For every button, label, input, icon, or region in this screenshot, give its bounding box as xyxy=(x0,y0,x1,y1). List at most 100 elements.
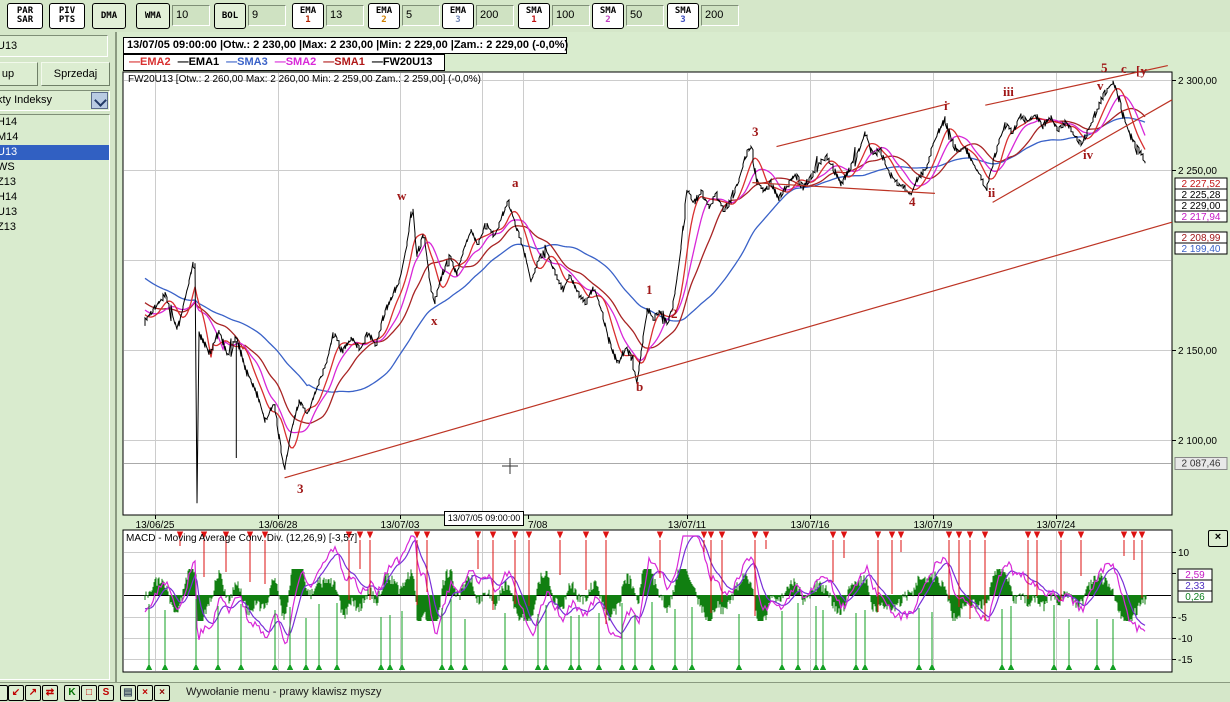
x-axis-tick: 13/07/24 xyxy=(1037,520,1076,531)
indicator-button-label: PTS xyxy=(58,15,76,25)
indicator-period-field[interactable]: 200 xyxy=(476,5,514,26)
ma-line xyxy=(144,107,1146,425)
macd-line xyxy=(144,535,1146,645)
indicator-button-sma1[interactable]: SMA 1 xyxy=(518,3,550,29)
macd-axis-tick: -10 xyxy=(1178,634,1193,645)
x-axis-tick: 13/07/03 xyxy=(381,520,420,531)
indicator-button-wma[interactable]: WMA xyxy=(136,3,170,29)
price-label-box xyxy=(1174,210,1228,223)
chevron-down-icon[interactable] xyxy=(91,92,108,109)
indicator-period-field[interactable]: 9 xyxy=(248,5,286,26)
instrument-list-item[interactable]: Z13 xyxy=(0,221,16,233)
indicator-button-ema2[interactable]: EMA 2 xyxy=(368,3,400,29)
wave-label: 4 xyxy=(909,194,916,209)
x-axis-tick: 13/07/19 xyxy=(914,520,953,531)
buy-signal-lines xyxy=(148,599,1114,664)
indicator-button-label: EMA xyxy=(375,6,393,16)
indicator-button-bol[interactable]: BOL xyxy=(214,3,246,29)
s-button[interactable]: S xyxy=(98,685,114,701)
trendline[interactable] xyxy=(985,65,1168,106)
close-button[interactable]: × xyxy=(154,685,170,701)
selection-box-button[interactable]: □ xyxy=(81,685,97,701)
macd-close-button[interactable]: × xyxy=(1208,530,1228,547)
instrument-list-item[interactable]: U13 xyxy=(0,145,109,160)
y-axis-tick: 2 300,00 xyxy=(1178,76,1217,87)
indicator-button-label: PAR xyxy=(16,6,34,16)
indicator-period-field[interactable]: 13 xyxy=(326,5,364,26)
indicator-index-label: 3 xyxy=(455,15,461,25)
macd-value-label: 2,59 xyxy=(1185,570,1205,581)
instrument-list-item[interactable]: H14 xyxy=(0,116,18,128)
indicator-period-field[interactable]: 200 xyxy=(701,5,739,26)
delete-button[interactable]: × xyxy=(137,685,153,701)
indicator-index-label: 1 xyxy=(531,15,537,25)
x-axis-tick: 7/08 xyxy=(528,520,548,531)
k-button[interactable]: K xyxy=(64,685,80,701)
print-button[interactable]: ▤ xyxy=(120,685,136,701)
close-icon: × xyxy=(1214,531,1222,543)
indicator-index-label: 2 xyxy=(381,15,387,25)
indicator-button-label: PIV xyxy=(58,6,76,16)
chart-panel[interactable]: 2 300,00 2 250,00 2 150,00 2 100,00 13/06/25… xyxy=(117,32,1230,682)
indicator-button-pivpts[interactable]: PIV PTS xyxy=(49,3,85,29)
price-series xyxy=(144,80,1146,504)
trendline[interactable] xyxy=(776,102,950,148)
wave-label: 3 xyxy=(297,481,304,496)
indicator-button-label: SMA xyxy=(674,6,692,16)
arrows-swap-button[interactable]: ⇄ xyxy=(42,685,58,701)
indicator-period-field[interactable]: 5 xyxy=(402,5,440,26)
indicator-button-sma2[interactable]: SMA 2 xyxy=(592,3,624,29)
indicator-button-label: BOL xyxy=(221,11,239,21)
macd-axis-tick: -5 xyxy=(1178,613,1187,624)
x-axis-tick: 13/07/16 xyxy=(791,520,830,531)
instrument-list-item[interactable]: H14 xyxy=(0,191,18,203)
price-label: 2 208,99 xyxy=(1182,233,1221,244)
trendline[interactable] xyxy=(992,99,1173,203)
wave-label: 5 xyxy=(1101,60,1108,75)
clipped-button[interactable] xyxy=(0,685,8,701)
indicator-button-label: SMA xyxy=(599,6,617,16)
indicator-button-ema3[interactable]: EMA 3 xyxy=(442,3,474,29)
wave-label: w xyxy=(397,188,407,203)
indicator-button-label: EMA xyxy=(299,6,317,16)
crosshair xyxy=(502,458,518,474)
trendline[interactable] xyxy=(752,182,935,194)
legend-label: SMA2 xyxy=(285,56,317,68)
price-label: 2 227,52 xyxy=(1182,179,1221,190)
indicator-button-label: WMA xyxy=(144,11,162,21)
sell-button[interactable]: Sprzedaj xyxy=(41,62,110,86)
wave-label: c xyxy=(1121,61,1127,76)
symbol-field[interactable]: U13 xyxy=(0,35,108,57)
indicator-period-field[interactable]: 50 xyxy=(626,5,664,26)
instrument-list-item[interactable]: Z13 xyxy=(0,176,16,188)
indicator-button-sma3[interactable]: SMA 3 xyxy=(667,3,699,29)
macd-plot-area[interactable] xyxy=(122,529,1173,673)
wave-label: 3 xyxy=(752,124,759,139)
instrument-list-item[interactable]: U13 xyxy=(0,206,18,218)
wave-label: [y xyxy=(1136,63,1147,78)
indicator-button-dma[interactable]: DMA xyxy=(92,3,126,29)
legend-label: FW20U13 xyxy=(382,56,433,68)
indicator-period-field[interactable]: 100 xyxy=(552,5,590,26)
indicator-button-label: EMA xyxy=(449,6,467,16)
arrow-up-right-button[interactable]: ↗ xyxy=(25,685,41,701)
indicator-button-ema1[interactable]: EMA 1 xyxy=(292,3,324,29)
macd-value-box xyxy=(1177,590,1213,603)
arrow-down-left-button[interactable]: ↙ xyxy=(8,685,24,701)
y-axis-tick: 2 150,00 xyxy=(1178,346,1217,357)
buy-button[interactable]: up xyxy=(0,62,38,86)
x-axis-tick: 13/06/28 xyxy=(259,520,298,531)
ma-line xyxy=(144,88,1146,449)
legend-item-sma1: —SMA1 xyxy=(323,56,365,68)
legend-swatch: — xyxy=(129,56,140,68)
indicator-period-field[interactable]: 10 xyxy=(172,5,210,26)
indicator-button-label: SAR xyxy=(16,15,34,25)
instrument-group-dropdown[interactable]: kty Indeksy xyxy=(0,90,110,111)
instrument-list-item[interactable]: M14 xyxy=(0,131,19,143)
indicator-button-parsar[interactable]: PAR SAR xyxy=(7,3,43,29)
trendline[interactable] xyxy=(284,221,1173,479)
macd-value-label: 2,33 xyxy=(1185,581,1205,592)
instrument-list-item[interactable]: WS xyxy=(0,161,15,173)
